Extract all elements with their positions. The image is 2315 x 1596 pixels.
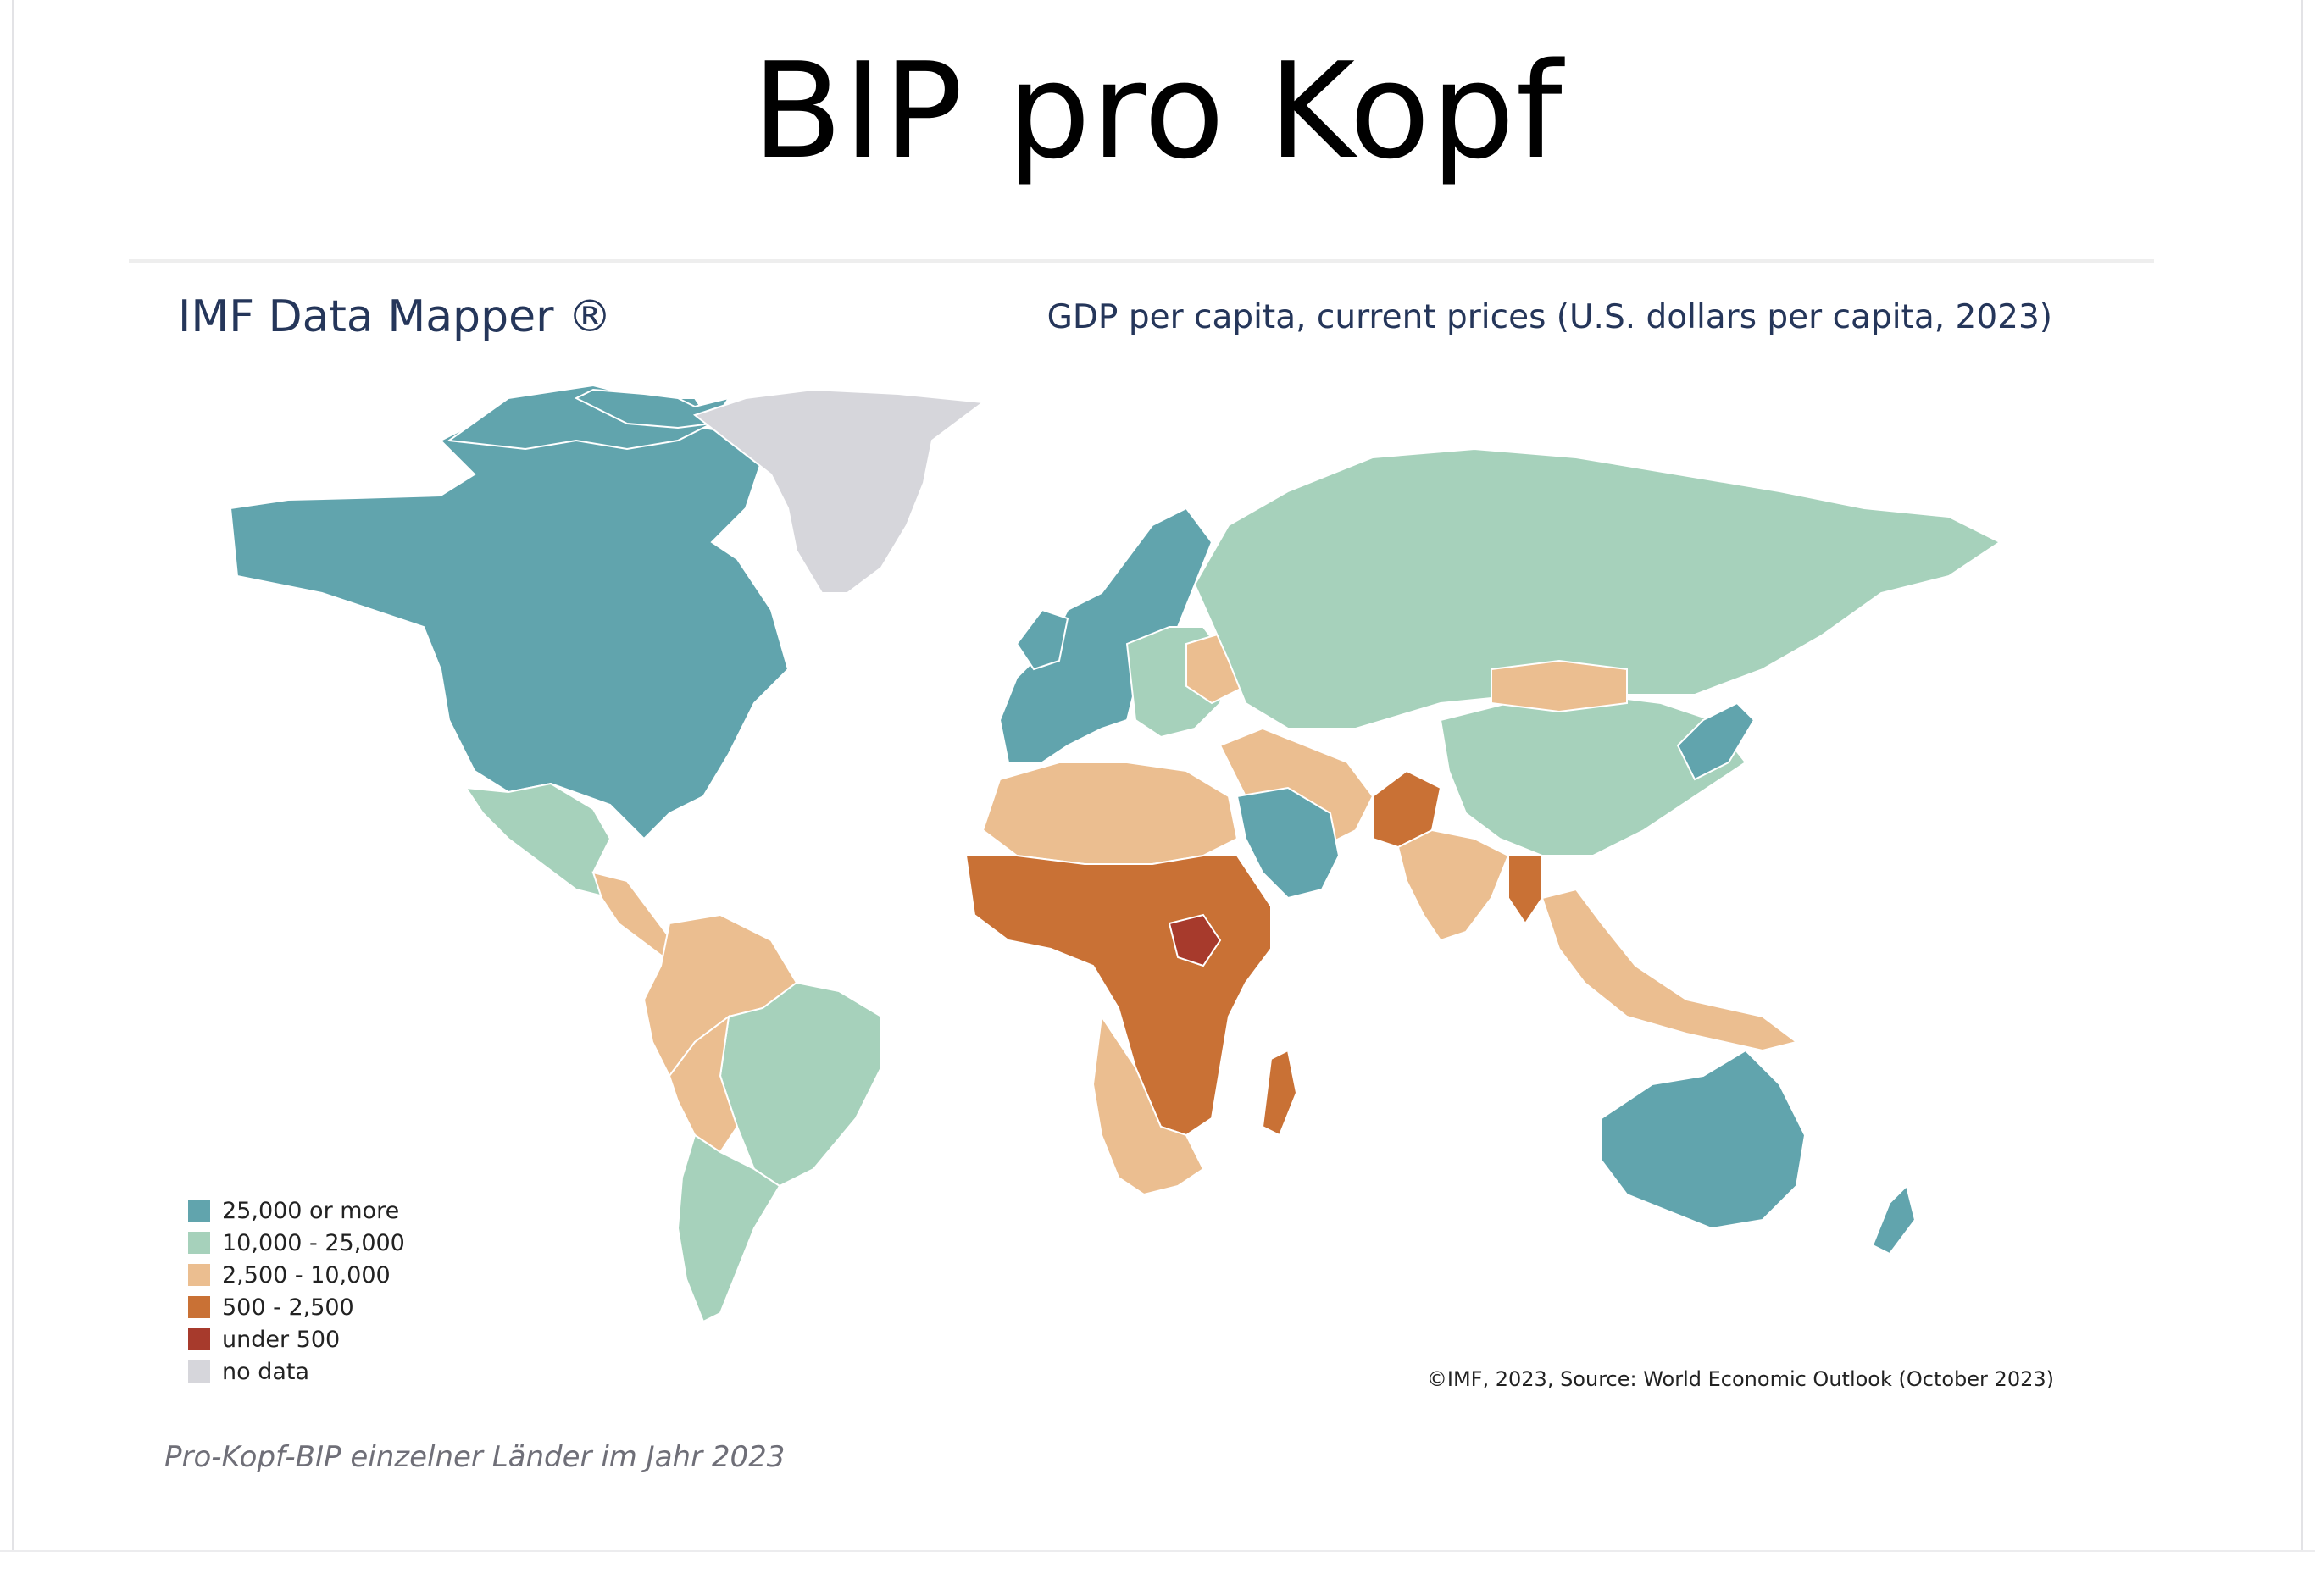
region-brazil bbox=[719, 981, 882, 1188]
region-india bbox=[1396, 828, 1510, 942]
region-andes bbox=[668, 1014, 739, 1154]
region-arctic-archipelago bbox=[574, 388, 731, 429]
slide-bottom-border bbox=[0, 1550, 2315, 1552]
header-divider bbox=[129, 259, 2154, 263]
legend-item: 500 - 2,500 bbox=[188, 1291, 405, 1323]
legend-label: under 500 bbox=[222, 1326, 341, 1353]
map-brand-title: IMF Data Mapper ® bbox=[178, 291, 612, 342]
region-russia bbox=[1193, 447, 2001, 729]
region-new-zealand bbox=[1871, 1184, 1917, 1255]
slide-right-border bbox=[2301, 0, 2303, 1552]
legend-swatch bbox=[188, 1296, 210, 1318]
figure-caption: Pro-Kopf-BIP einzelner Länder im Jahr 20… bbox=[164, 1440, 786, 1474]
region-uk-ireland bbox=[1015, 608, 1069, 671]
region-mongolia bbox=[1491, 659, 1628, 713]
region-southern-africa bbox=[1091, 1014, 1205, 1196]
region-southern-cone bbox=[676, 1133, 781, 1323]
legend-label: 2,500 - 10,000 bbox=[222, 1261, 391, 1288]
legend-item: under 500 bbox=[188, 1323, 405, 1355]
region-japan-korea bbox=[1676, 701, 1756, 781]
legend-swatch bbox=[188, 1360, 210, 1383]
legend-label: 500 - 2,500 bbox=[222, 1294, 354, 1321]
region-north-africa bbox=[981, 762, 1239, 865]
legend-label: 10,000 - 25,000 bbox=[222, 1229, 405, 1256]
legend-swatch bbox=[188, 1264, 210, 1286]
region-madagascar bbox=[1261, 1049, 1298, 1137]
legend-item: 10,000 - 25,000 bbox=[188, 1227, 405, 1259]
legend-item: no data bbox=[188, 1355, 405, 1388]
region-north-america[interactable] bbox=[229, 388, 790, 840]
map-subtitle: GDP per capita, current prices (U.S. dol… bbox=[1046, 298, 2052, 336]
region-myanmar bbox=[1507, 855, 1543, 925]
region-australia bbox=[1601, 1049, 1807, 1230]
legend-item: 2,500 - 10,000 bbox=[188, 1259, 405, 1291]
legend: 25,000 or more 10,000 - 25,000 2,500 - 1… bbox=[188, 1194, 405, 1388]
region-southeast-asia bbox=[1541, 888, 1799, 1052]
region-greenland bbox=[692, 388, 985, 594]
legend-swatch bbox=[188, 1200, 210, 1222]
legend-swatch bbox=[188, 1232, 210, 1254]
slide-title: BIP pro Kopf bbox=[752, 34, 1563, 188]
legend-label: 25,000 or more bbox=[222, 1197, 400, 1224]
slide-left-border bbox=[12, 0, 14, 1552]
region-saudi-arabia bbox=[1235, 786, 1341, 900]
region-south-sudan bbox=[1168, 913, 1222, 967]
legend-swatch bbox=[188, 1328, 210, 1350]
legend-label: no data bbox=[222, 1358, 310, 1385]
source-credit: ©IMF, 2023, Source: World Economic Outlo… bbox=[1426, 1367, 2054, 1391]
legend-item: 25,000 or more bbox=[188, 1194, 405, 1227]
